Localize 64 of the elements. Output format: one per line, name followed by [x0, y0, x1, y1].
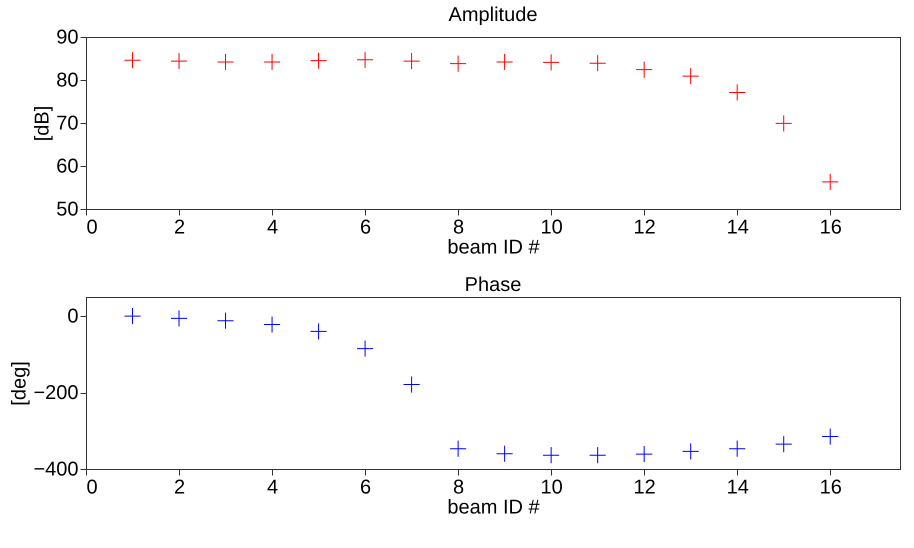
x-tick-label: 2: [174, 216, 186, 238]
point: [728, 440, 746, 458]
y-axis-title: [dB]: [31, 106, 54, 142]
point: [216, 53, 234, 70]
chart-title: Amplitude: [448, 4, 538, 26]
x-tick-label: 14: [726, 216, 749, 238]
y-tick-label: 60: [56, 156, 78, 178]
x-tick-label: 8: [453, 216, 464, 238]
y-tick-label: 70: [56, 112, 78, 134]
x-tick-label: 10: [540, 476, 563, 498]
x-tick-label: 8: [453, 476, 464, 498]
x-tick-label: 12: [634, 216, 656, 238]
point: [636, 446, 653, 463]
point: [450, 55, 467, 72]
point: [682, 442, 700, 460]
point: [310, 52, 328, 70]
point: [589, 54, 606, 72]
point: [496, 445, 514, 462]
point: [356, 340, 374, 358]
x-axis-title: beam ID #: [447, 496, 541, 518]
point: [682, 68, 700, 85]
x-tick-label: 6: [360, 476, 372, 498]
point: [542, 54, 560, 71]
point: [822, 428, 839, 446]
point: [170, 52, 188, 70]
point: [356, 51, 374, 68]
point: [216, 312, 234, 330]
x-tick-label: 0: [86, 216, 98, 238]
point: [775, 436, 792, 453]
x-tick-label: 12: [634, 476, 656, 498]
y-tick-label: 90: [56, 26, 78, 48]
point: [310, 322, 328, 340]
chart-title: Phase: [464, 274, 522, 296]
point: [450, 440, 467, 458]
point: [775, 114, 792, 132]
x-tick-label: 6: [360, 216, 372, 238]
point: [589, 446, 606, 464]
point: [403, 52, 420, 70]
point: [542, 446, 560, 464]
x-tick-label: 14: [726, 476, 749, 498]
point: [124, 52, 142, 69]
point: [170, 310, 188, 327]
x-tick-label: 10: [540, 216, 563, 238]
point: [263, 316, 281, 334]
x-tick-label: 16: [820, 216, 842, 238]
x-tick-label: 2: [174, 476, 186, 498]
point: [822, 173, 839, 190]
point: [263, 53, 281, 70]
y-tick-label: −200: [33, 382, 78, 404]
point: [496, 53, 514, 70]
x-tick-label: 16: [820, 476, 842, 498]
y-tick-label: 50: [56, 198, 78, 220]
x-tick-label: 4: [266, 216, 278, 238]
point: [728, 84, 746, 102]
point: [403, 376, 420, 394]
x-tick-label: 4: [266, 476, 278, 498]
y-axis-title: [deg]: [8, 361, 30, 406]
point: [636, 61, 653, 78]
x-axis-title: beam ID #: [447, 236, 541, 258]
y-tick-label: −400: [33, 458, 78, 480]
x-tick-label: 0: [86, 476, 98, 498]
y-tick-label: 0: [67, 306, 78, 328]
point: [124, 308, 142, 325]
y-tick-label: 80: [56, 70, 78, 92]
